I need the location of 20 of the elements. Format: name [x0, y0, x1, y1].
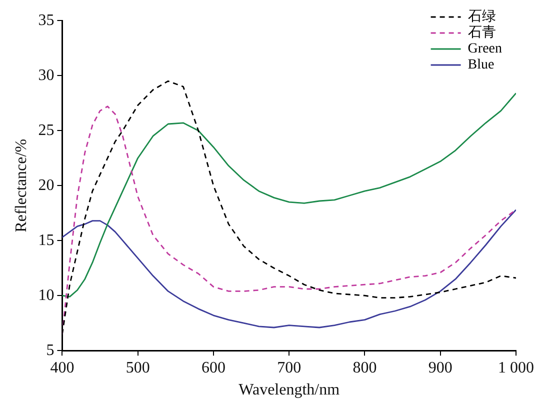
x-tick-label: 400 [50, 359, 74, 376]
y-tick-label: 20 [38, 176, 54, 194]
x-tick-label: 800 [352, 359, 377, 376]
legend-label: Green [468, 42, 502, 57]
y-tick-label: 5 [46, 342, 54, 359]
x-axis-title: Wavelength/nm [238, 382, 340, 399]
x-tick-label: 1 000 [498, 359, 534, 376]
x-tick-label: 900 [428, 359, 452, 376]
y-tick-label: 25 [38, 122, 54, 139]
x-tick-label: 500 [126, 359, 150, 376]
y-tick-label: 10 [38, 286, 54, 304]
y-tick-label: 30 [38, 66, 54, 84]
x-tick-label: 600 [201, 359, 226, 376]
legend-label: 石绿 [468, 8, 496, 25]
legend-label: 石青 [468, 24, 496, 41]
legend-label: Blue [468, 58, 494, 73]
y-tick-label: 35 [38, 12, 54, 29]
x-tick-label: 700 [277, 359, 302, 376]
y-tick-label: 15 [38, 232, 54, 249]
y-axis-title: Reflectance/% [12, 138, 30, 232]
